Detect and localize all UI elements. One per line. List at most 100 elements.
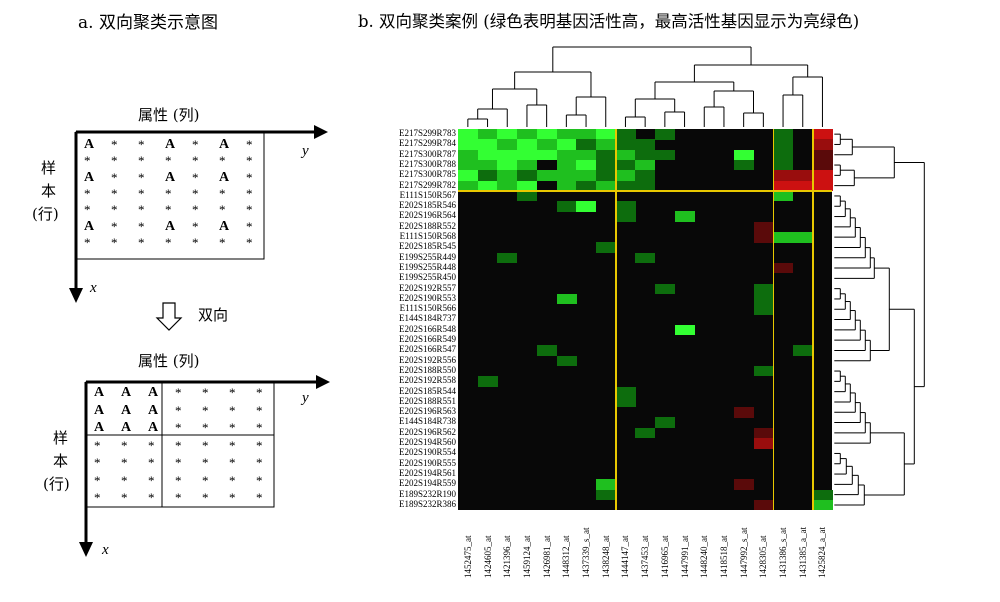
bottom-cell: * xyxy=(256,402,263,418)
row-label: E202S185R546 xyxy=(398,200,456,211)
heatmap-cell xyxy=(517,129,538,140)
heatmap-cell xyxy=(536,170,557,181)
heatmap-cell xyxy=(517,159,538,171)
heatmap-cell xyxy=(595,242,616,253)
heatmap-cell xyxy=(595,159,616,171)
heatmap-cell xyxy=(556,149,577,161)
column-label: 1448312_at xyxy=(561,535,572,579)
heatmap-cell xyxy=(812,129,833,140)
top-cell: * xyxy=(84,234,91,250)
heatmap-cell xyxy=(497,159,518,171)
heatmap-cell xyxy=(773,262,794,274)
heatmap-cell xyxy=(556,139,577,150)
bottom-cell: * xyxy=(202,420,209,435)
heatmap-cell xyxy=(753,232,774,243)
heatmap-cell xyxy=(615,180,636,192)
heatmap-cell xyxy=(477,149,498,161)
bottom-cell: * xyxy=(256,472,263,488)
heatmap-cell xyxy=(773,149,794,161)
heatmap-cell xyxy=(812,149,833,161)
heatmap-cell xyxy=(635,139,656,150)
heatmap-cell xyxy=(497,180,518,192)
top-cell: * xyxy=(219,185,226,201)
heatmap-cell xyxy=(733,407,754,418)
row-label: E144S184R737 xyxy=(398,313,456,324)
row-label: E199S255R448 xyxy=(398,261,456,272)
heatmap-cell xyxy=(753,499,774,511)
heatmap-cell xyxy=(773,139,794,150)
heatmap-cell xyxy=(576,139,597,150)
row-label: E202S185R544 xyxy=(398,385,456,396)
heatmap-cell xyxy=(615,170,636,181)
row-label: E111S150R568 xyxy=(399,231,456,241)
top-cell: * xyxy=(219,234,226,250)
bottom-cell: A xyxy=(148,402,159,418)
bottom-cell: * xyxy=(121,437,128,453)
heatmap-cell xyxy=(635,252,656,264)
heatmap-cell xyxy=(477,139,498,150)
heatmap-cell xyxy=(458,170,478,181)
row-label: E111S150R567 xyxy=(399,189,456,200)
column-label: 1447991_at xyxy=(679,535,690,579)
top-cell: * xyxy=(111,218,118,234)
column-label: 1426981_at xyxy=(541,535,552,579)
bottom-cell: A xyxy=(121,402,132,418)
column-label: 1431385_a_at xyxy=(797,527,808,579)
bottom-cell: * xyxy=(202,490,209,505)
heatmap-cell xyxy=(635,427,656,439)
heatmap-cell xyxy=(733,149,754,161)
heatmap-cell xyxy=(792,180,813,192)
heatmap-cell xyxy=(576,159,597,171)
cluster-separator-horizontal xyxy=(458,190,833,192)
column-label: 1448240_at xyxy=(699,535,710,579)
heatmap-cell xyxy=(812,139,833,150)
top-cell: * xyxy=(138,169,145,185)
panel-a-title: a. 双向聚类示意图 xyxy=(78,13,218,33)
panel-a-top-y-label: y xyxy=(302,143,309,159)
panel-a-arrow-label: 双向 xyxy=(198,306,229,324)
row-label: E202S196R562 xyxy=(398,426,456,437)
heatmap-cell xyxy=(477,170,498,181)
top-cell: A xyxy=(165,218,176,234)
row-label: E217S300R785 xyxy=(398,169,456,180)
heatmap-cell xyxy=(812,499,833,511)
heatmap-cell xyxy=(753,283,774,295)
heatmap-cell xyxy=(477,180,498,192)
heatmap-cell xyxy=(536,149,557,161)
row-label: E202S196R564 xyxy=(398,210,456,221)
heatmap-cell xyxy=(753,304,774,315)
bottom-cell: * xyxy=(256,437,263,453)
top-cell: * xyxy=(246,169,253,185)
top-cell: * xyxy=(165,234,172,250)
heatmap-cell xyxy=(595,139,616,150)
heatmap-cell xyxy=(615,201,636,212)
top-cell: * xyxy=(138,218,145,234)
top-cell: * xyxy=(84,153,91,169)
bottom-cell: * xyxy=(256,385,263,400)
row-label: E202S166R547 xyxy=(398,344,456,355)
heatmap-cell xyxy=(812,159,833,171)
bottom-cell: A xyxy=(94,385,105,400)
row-label: E199S255R449 xyxy=(398,251,456,262)
top-cell: * xyxy=(246,153,253,169)
heatmap-cell xyxy=(517,139,538,150)
heatmap-cell xyxy=(556,129,577,140)
row-label: E202S192R556 xyxy=(398,354,456,365)
heatmap-cell xyxy=(615,139,636,150)
row-label: E202S194R559 xyxy=(398,478,456,489)
panel-b-title: b. 双向聚类案例 (绿色表明基因活性高，最高活性基因显示为亮绿色) xyxy=(358,12,860,31)
heatmap-cell xyxy=(576,129,597,140)
heatmap-cell xyxy=(595,479,616,490)
row-label: E202S188R551 xyxy=(398,395,456,406)
row-label: E144S184R738 xyxy=(398,416,456,427)
heatmap-cell xyxy=(615,386,636,398)
panel-a-bottom-sample-label-2: 本 xyxy=(53,452,69,470)
row-label: E217S299R783 xyxy=(398,128,456,138)
bottom-cell: * xyxy=(229,385,236,400)
top-cell: * xyxy=(111,202,118,218)
heatmap-cell xyxy=(655,417,675,428)
top-cell: * xyxy=(192,169,199,185)
top-cell: A xyxy=(219,137,230,152)
top-cell: * xyxy=(192,137,199,152)
